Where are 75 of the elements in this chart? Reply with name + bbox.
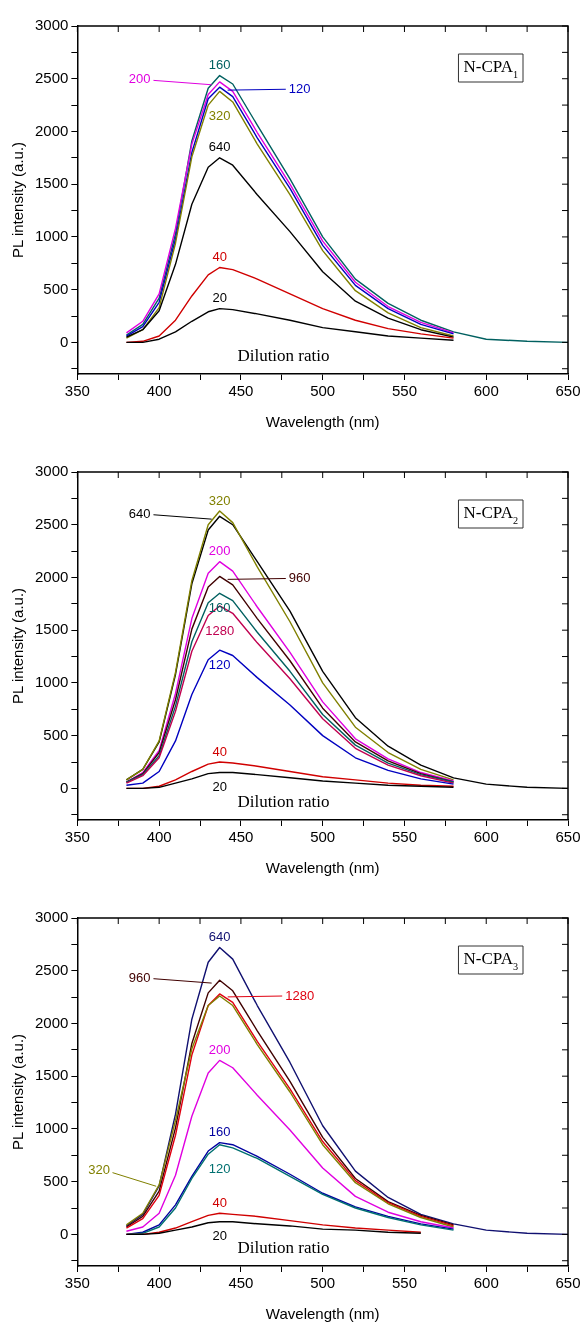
y-axis-title: PL intensity (a.u.) [9, 141, 27, 259]
x-tick-label: 500 [310, 1274, 336, 1292]
x-tick-label: 650 [555, 1274, 581, 1292]
x-tick-label: 400 [146, 828, 172, 846]
series-label: 1280 [205, 622, 235, 638]
annotation: Dilution ratio [237, 346, 330, 366]
x-tick-label: 400 [146, 1274, 172, 1292]
y-tick-label: 500 [43, 279, 69, 297]
series-label: 20 [212, 290, 227, 306]
text: 640 [128, 505, 151, 521]
series-label: 20 [212, 779, 227, 795]
series-label: 120 [208, 656, 231, 672]
y-tick-label: 1500 [34, 174, 69, 192]
series-label: 160 [208, 1124, 231, 1140]
series-label: 20 [212, 1228, 227, 1244]
y-tick-label: 0 [60, 332, 69, 350]
x-axis-title: Wavelength (nm) [265, 413, 380, 431]
y-tick-label: 2500 [34, 960, 69, 978]
y-tick-label: 1500 [34, 620, 69, 638]
series-label: 640 [208, 139, 231, 155]
series-label: 120 [208, 1161, 231, 1177]
y-tick-label: 2500 [34, 514, 69, 532]
legend-label: 960 [288, 569, 311, 585]
y-tick-label: 3000 [34, 16, 69, 34]
x-tick-label: 550 [391, 1274, 417, 1292]
y-tick-label: 1500 [34, 1066, 69, 1084]
y-axis-title: PL intensity (a.u.) [9, 587, 27, 705]
text: 320 [88, 1162, 110, 1178]
x-tick-label: 650 [555, 382, 581, 400]
y-axis-title: PL intensity (a.u.) [9, 1033, 27, 1151]
series-label: 40 [212, 743, 227, 759]
y-tick-label: 2000 [34, 567, 69, 585]
series-label: 200 [208, 1041, 231, 1057]
series-label: 320 [208, 492, 231, 508]
x-tick-label: 350 [64, 382, 90, 400]
y-tick-label: 500 [43, 1171, 69, 1189]
x-tick-label: 650 [555, 828, 581, 846]
x-tick-label: 350 [64, 828, 90, 846]
x-tick-label: 550 [391, 382, 417, 400]
x-tick-label: 500 [310, 382, 336, 400]
series-label: 40 [212, 1194, 227, 1210]
y-tick-label: 1000 [34, 227, 69, 245]
x-tick-label: 450 [228, 828, 254, 846]
series-label: 160 [208, 57, 231, 73]
x-tick-label: 450 [228, 1274, 254, 1292]
series-label: 200 [208, 543, 231, 559]
y-tick-label: 2000 [34, 1013, 69, 1031]
y-tick-label: 2000 [34, 121, 69, 139]
x-tick-label: 400 [146, 382, 172, 400]
legend-label: 120 [288, 80, 311, 96]
x-tick-label: 600 [473, 382, 499, 400]
y-tick-label: 2500 [34, 68, 69, 86]
series-label: 40 [212, 249, 227, 265]
legend-label: 1280 [285, 987, 315, 1003]
x-tick-label: 450 [228, 382, 254, 400]
y-tick-label: 500 [43, 725, 69, 743]
x-tick-label: 600 [473, 1274, 499, 1292]
x-axis-title: Wavelength (nm) [265, 859, 380, 877]
x-tick-label: 350 [64, 1274, 90, 1292]
annotation: Dilution ratio [237, 1238, 330, 1258]
text: 960 [128, 969, 151, 985]
series-label: 640 [208, 929, 231, 945]
x-axis-title: Wavelength (nm) [265, 1305, 380, 1323]
y-tick-label: 0 [60, 778, 69, 796]
annotation: Dilution ratio [237, 792, 330, 812]
x-tick-label: 600 [473, 828, 499, 846]
x-tick-label: 500 [310, 828, 336, 846]
text: 200 [128, 71, 151, 87]
y-tick-label: 0 [60, 1224, 69, 1242]
y-tick-label: 1000 [34, 1119, 69, 1137]
y-tick-label: 3000 [34, 908, 69, 926]
x-tick-label: 550 [391, 828, 417, 846]
series-label: 320 [208, 107, 231, 123]
y-tick-label: 3000 [34, 462, 69, 480]
y-tick-label: 1000 [34, 673, 69, 691]
